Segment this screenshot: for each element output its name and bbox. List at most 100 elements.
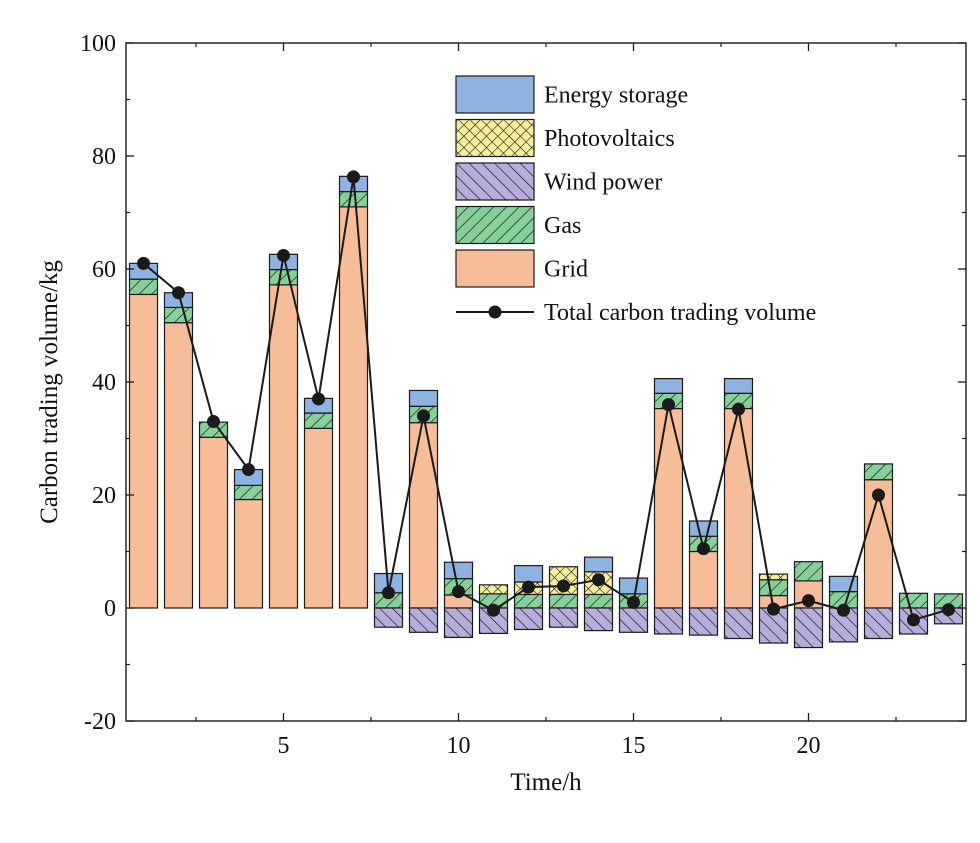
- x-axis-title: Time/h: [510, 769, 582, 796]
- x-tick-label: 20: [797, 733, 821, 759]
- bar-gas-t23: [898, 592, 929, 609]
- bar-wind-power-t10: [443, 607, 474, 638]
- total-point-t19: [767, 602, 780, 616]
- bar-wind-power-t22: [863, 607, 894, 640]
- total-point-t17: [697, 542, 710, 556]
- legend-swatch-grid: [455, 249, 535, 288]
- legend-swatch-wind-power: [455, 162, 535, 201]
- bar-grid-t3: [198, 436, 229, 609]
- legend-swatch-energy-storage: [455, 75, 535, 114]
- legend-label-total-carbon-trading-volume: Total carbon trading volume: [544, 300, 816, 326]
- bar-grid-t2: [163, 322, 194, 609]
- total-point-t3: [207, 415, 220, 429]
- bar-wind-power-t13: [548, 607, 579, 628]
- legend-swatch-photovoltaics: [455, 118, 535, 158]
- x-tick-label: 10: [447, 733, 471, 759]
- y-tick-label: 40: [92, 370, 116, 396]
- total-line-layer: [137, 170, 955, 627]
- bar-wind-power-t20: [793, 607, 824, 649]
- bar-energy-storage-t14: [583, 556, 614, 573]
- bar-wind-power-t14: [583, 607, 614, 632]
- legend-swatch-gas: [455, 205, 535, 245]
- total-point-t24: [942, 603, 955, 617]
- legend-label-gas: Gas: [544, 213, 581, 239]
- bar-photovoltaics-t11: [478, 584, 509, 595]
- bar-energy-storage-t12: [513, 565, 544, 583]
- total-point-t10: [452, 585, 465, 599]
- x-tick-label: 5: [278, 733, 290, 759]
- bar-gas-t22: [863, 463, 894, 481]
- total-point-t15: [627, 595, 640, 609]
- legend-label-wind-power: Wind power: [544, 170, 662, 196]
- total-point-t14: [592, 573, 605, 587]
- bar-wind-power-t12: [513, 607, 544, 631]
- bar-grid-t16: [653, 407, 684, 609]
- total-point-t7: [347, 170, 360, 184]
- bar-wind-power-t17: [688, 607, 719, 636]
- bar-photovoltaics-t19: [758, 573, 789, 581]
- bar-grid-t18: [723, 407, 754, 609]
- y-tick-label: 80: [92, 144, 116, 170]
- bar-gas-t13: [548, 593, 579, 609]
- bar-gas-t2: [163, 306, 194, 324]
- bar-gas-t20: [793, 561, 824, 582]
- total-carbon-line: [142, 176, 949, 622]
- y-tick-label: 20: [92, 483, 116, 509]
- bar-energy-storage-t10: [443, 561, 474, 580]
- y-axis-title: Carbon trading volume/kg: [36, 260, 63, 524]
- y-tick-label: -20: [84, 709, 116, 735]
- total-point-t5: [277, 248, 290, 262]
- legend-label-grid: Grid: [544, 257, 588, 283]
- bar-gas-t12: [513, 593, 544, 609]
- total-point-t18: [732, 402, 745, 416]
- bar-gas-t4: [233, 484, 264, 501]
- bar-grid-t5: [268, 284, 299, 609]
- total-point-t22: [872, 488, 885, 502]
- y-tick-label: 60: [92, 257, 116, 283]
- total-point-t21: [837, 603, 850, 617]
- total-point-t1: [137, 256, 150, 270]
- total-point-t2: [172, 286, 185, 300]
- y-tick-label: 0: [104, 596, 116, 622]
- x-axis: 5 10 15 20: [195, 43, 897, 759]
- y-tick-label: 100: [80, 31, 116, 57]
- total-point-t23: [907, 613, 920, 627]
- legend: Energy storage Photovoltaics Wind power Gas…: [455, 75, 816, 326]
- total-point-t11: [487, 603, 500, 617]
- bar-energy-storage-t16: [653, 378, 684, 394]
- bar-wind-power-t9: [408, 607, 439, 633]
- bar-energy-storage-t15: [618, 577, 649, 595]
- bar-grid-t6: [303, 427, 334, 609]
- total-point-t20: [802, 594, 815, 608]
- legend-label-photovoltaics: Photovoltaics: [544, 126, 675, 152]
- total-point-t8: [382, 586, 395, 600]
- bar-gas-t1: [128, 278, 159, 296]
- bar-energy-storage-t18: [723, 378, 754, 394]
- total-point-t4: [242, 463, 255, 477]
- total-point-t6: [312, 392, 325, 406]
- total-point-t16: [662, 398, 675, 412]
- bar-grid-t17: [688, 550, 719, 609]
- bar-wind-power-t16: [653, 607, 684, 635]
- total-point-t12: [522, 580, 535, 594]
- x-tick-label: 15: [622, 733, 646, 759]
- bar-gas-t14: [583, 593, 614, 609]
- legend-line-marker: [488, 305, 502, 319]
- total-point-t13: [557, 579, 570, 593]
- bar-wind-power-t15: [618, 607, 649, 633]
- legend-label-energy-storage: Energy storage: [544, 83, 688, 109]
- bars-layer: [128, 175, 964, 649]
- bar-gas-t6: [303, 412, 334, 429]
- bar-gas-t7: [338, 190, 369, 208]
- bar-gas-t5: [268, 268, 299, 286]
- bar-energy-storage-t9: [408, 389, 439, 407]
- bar-grid-t4: [233, 498, 264, 609]
- bar-wind-power-t8: [373, 607, 404, 628]
- bar-grid-t1: [128, 293, 159, 609]
- bar-grid-t7: [338, 206, 369, 609]
- bar-grid-t9: [408, 422, 439, 609]
- total-point-t9: [417, 409, 430, 423]
- bar-wind-power-t18: [723, 607, 754, 640]
- y-axis: -20 0 20 40 60 80 100: [80, 31, 966, 735]
